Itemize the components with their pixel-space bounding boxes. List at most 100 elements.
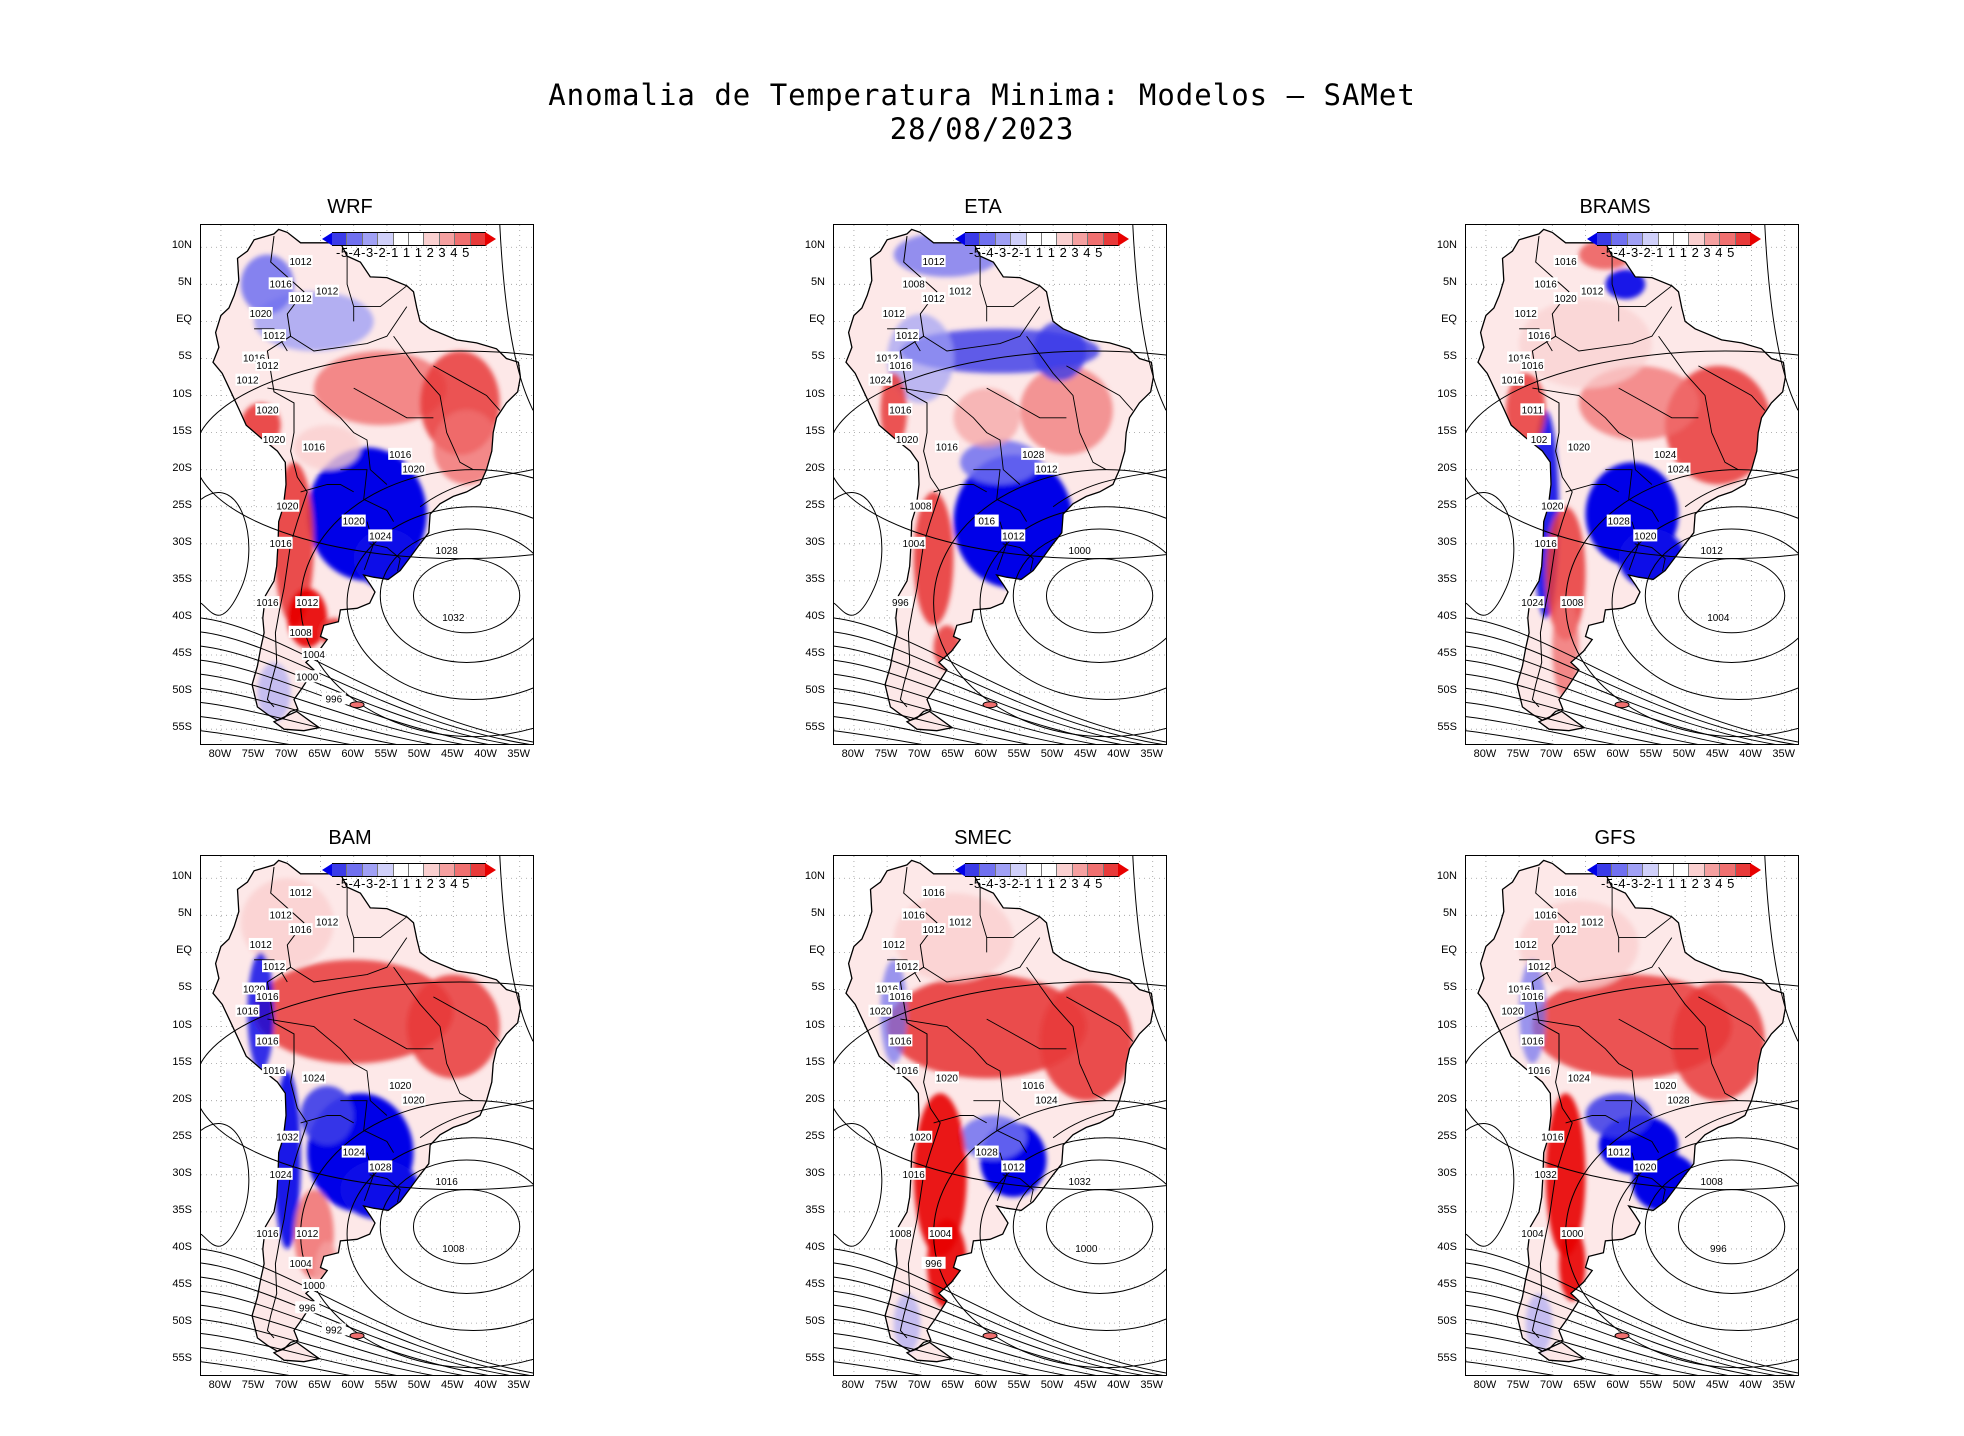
contour-label-bg [388,447,413,460]
contour-label-bg [434,544,459,557]
contour-label: 1000 [1069,546,1092,557]
country-border [346,256,355,322]
contour-label: 1016 [270,279,293,290]
colorbar-cell [1643,233,1659,245]
contour-label: 1012 [1581,918,1604,929]
panel-title: SMEC [954,827,1012,849]
isobar-line [201,1262,531,1375]
contour-label-bg [255,989,280,1002]
contour-label: 1012 [922,257,945,268]
isobar-line [1611,506,1798,700]
country-border [353,916,408,939]
contour-label-bg [288,1256,313,1269]
contour-label-bg [1500,1004,1525,1017]
contour-label: 1024 [303,1073,326,1084]
colorbar-cell [1704,864,1721,876]
colorbar-cell [965,864,981,876]
lat-tick-label: 25S [172,498,192,511]
lon-tick-label: 45W [1074,1379,1097,1391]
contour-label: 1012 [1608,1148,1631,1159]
lat-tick-label: 10S [1437,1018,1457,1031]
contour-label: 1012 [883,309,906,320]
contour-label-bg [1520,596,1545,609]
lat-tick-label: EQ [1441,944,1457,957]
lat-tick-label: 25S [1437,1129,1457,1142]
map-panel-wrf: WRF 1012 1016 1012 1012 1020 1012 1016 1012 1012 1… [140,196,560,760]
map-frame: 1016 1016 1012 1012 1012 1012 1016 1016 1020 1016… [1465,855,1799,1376]
country-border [1611,256,1620,322]
country-border [300,484,354,493]
lat-tick-label: 40S [805,1240,825,1253]
contour-label: 1020 [1568,442,1591,453]
contour-label-bg [1520,1034,1545,1047]
lon-tick-label: 50W [407,1379,431,1391]
contour-label: 1016 [1501,376,1524,387]
isobar-line [419,469,533,508]
contour-label: 1024 [1654,450,1677,461]
map-frame: 1016 1016 1012 1012 1012 1012 1016 1016 1020 1016… [833,855,1167,1376]
country-border [353,387,434,419]
lat-tick-label: 5S [178,981,192,994]
colorbar-cell [1704,233,1721,245]
isobar-line [201,702,397,744]
colorbar-cell [1026,233,1043,245]
colorbar-cell [995,864,1012,876]
lon-tick-label: 35W [507,1379,531,1391]
colorbar-cell [1042,233,1058,245]
contour-label: 1020 [389,1081,412,1092]
country-border [1002,1174,1034,1203]
contour-label: 1016 [1528,331,1551,342]
contour-label: 1020 [263,435,286,446]
lat-tick-label: 35S [172,572,192,585]
contour-label: 1012 [1002,531,1025,542]
lon-tick-label: 70W [1540,748,1563,760]
lat-tick-label: EQ [176,944,192,957]
lon-tick-label: 80W [208,748,232,760]
country-border [363,1152,375,1201]
isobar-line [201,492,250,616]
country-border [933,484,987,493]
anomaly-patch [953,388,1020,448]
isobar-line [1644,528,1798,663]
country-border [973,469,1027,522]
isobar-line [834,1318,1067,1375]
contour-label-bg [908,499,933,512]
contour-label-bg [888,596,913,609]
contour-label: 1016 [389,450,412,461]
contour-label-bg [921,923,946,936]
contour-label-bg [1699,1175,1724,1188]
contour-label-bg [262,960,287,973]
anomaly-patch [257,662,291,722]
isobar-line [1466,1123,1515,1247]
contour-label: 1024 [1667,465,1690,476]
contour-label: 1004 [289,1259,312,1270]
colorbar-cell [980,864,996,876]
contour-label: 1016 [436,1177,459,1188]
lat-tick-label: EQ [1441,313,1457,326]
contour-label: 1004 [1521,1229,1544,1240]
contour-label: 996 [325,695,342,706]
map-panel-bam: BAM 1012 1012 1012 1016 1012 1012 1020 1016 1016 1… [140,827,560,1391]
lat-tick-label: 5S [811,350,825,363]
isobar-line [1466,1248,1798,1374]
isobar-line [1466,716,1616,744]
contour-label: 1016 [1022,1081,1045,1092]
contour-label: 1012 [1554,925,1577,936]
contour-label: 1012 [883,940,906,951]
isobar-line [346,506,533,700]
anomaly-patch [1525,1293,1553,1353]
lat-tick-label: 45S [805,1278,825,1291]
map-frame: 1012 1008 1012 1012 1012 1012 1012 1016 1024 1016… [833,224,1167,745]
contour-label-bg [295,596,320,609]
contour-label: 1012 [250,940,273,951]
country-border [1628,521,1640,570]
contour-label-bg [1533,277,1558,290]
country-border [346,887,355,953]
country-border [933,1115,987,1124]
colorbar-cell [455,233,471,245]
country-border [1532,387,1653,485]
lon-tick-label: 75W [1506,748,1530,760]
lon-tick-label: 65W [308,748,331,760]
coastline [1537,1341,1586,1363]
contour-label: 1008 [903,279,926,290]
